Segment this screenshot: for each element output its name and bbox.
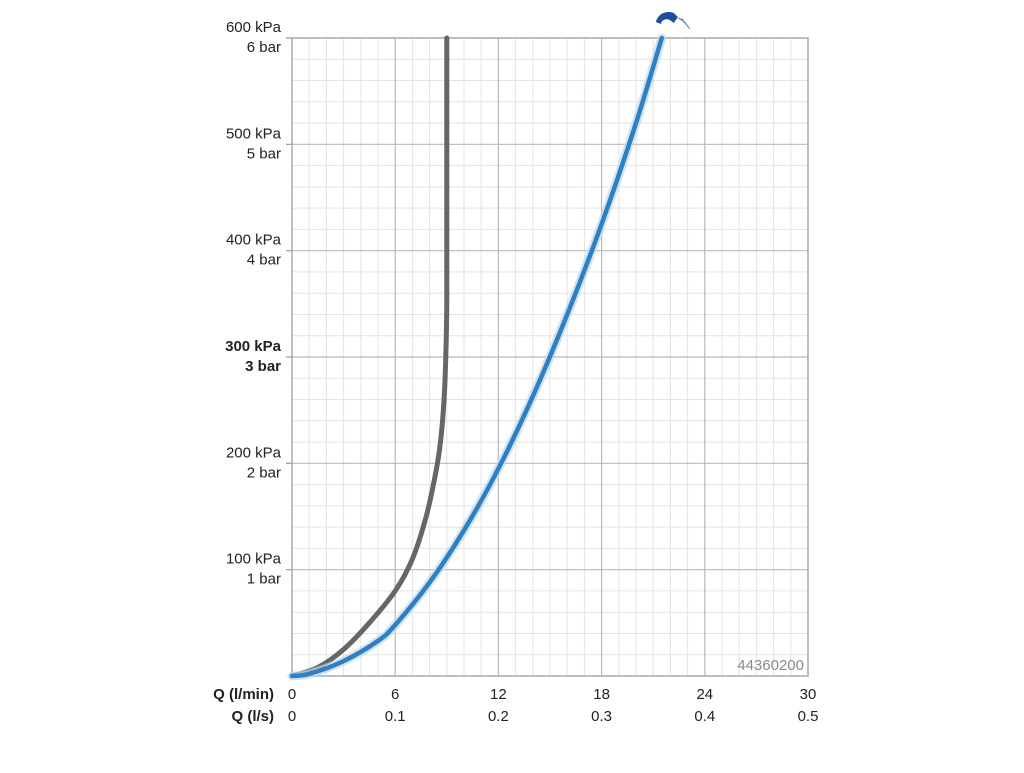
y-tick-label-kpa: 600 kPa [226, 19, 282, 36]
x-tick-label: 0.2 [488, 708, 509, 725]
x-tick-label: 0.3 [591, 708, 612, 725]
x-tick-label: 30 [800, 686, 817, 703]
plot-frame [291, 37, 809, 677]
x-tick-label: 0 [288, 686, 296, 703]
series-line-2 [289, 35, 665, 679]
y-tick-label-kpa: 100 kPa [226, 551, 282, 568]
shower-spray-line [677, 17, 684, 21]
shower-head-icon [655, 12, 691, 30]
y-tick-label-kpa: 400 kPa [226, 232, 282, 249]
x-tick-label: 18 [593, 686, 610, 703]
chart-extras: 44360200 [655, 12, 804, 674]
x-tick-label: 12 [490, 686, 507, 703]
y-tick-label-kpa: 500 kPa [226, 125, 282, 142]
y-tick-label-kpa: 300 kPa [225, 338, 282, 355]
x-axis-label-2: Q (l/s) [231, 708, 274, 725]
series-line-1 [289, 35, 450, 679]
y-tick-label-bar: 4 bar [247, 252, 281, 269]
x-tick-label: 0.5 [798, 708, 819, 725]
x-axis-label-1: Q (l/min) [213, 686, 274, 703]
x-axis-labels: Q (l/min) 0 6 12 18 24 30 Q (l/s) 0 0.1 0.2 0.3 0.4 0… [213, 686, 818, 725]
y-tick-label-bar: 6 bar [247, 39, 281, 56]
y-axis-labels: 100 kPa 1 bar 200 kPa 2 bar 300 kPa 3 bar 400 … [225, 19, 282, 588]
x-tick-label: 0.4 [694, 708, 715, 725]
shower-spray-line [683, 20, 691, 30]
y-tick-label-bar: 3 bar [245, 358, 281, 375]
y-tick-label-bar: 1 bar [247, 571, 281, 588]
reference-code: 44360200 [737, 657, 804, 674]
y-tick-label-kpa: 200 kPa [226, 444, 282, 461]
x-tick-label: 24 [696, 686, 713, 703]
y-tick-label-bar: 2 bar [247, 464, 281, 481]
y-tick-label-bar: 5 bar [247, 145, 281, 162]
shower-head-shape [655, 12, 678, 24]
x-tick-label: 6 [391, 686, 399, 703]
chart-series [287, 33, 667, 681]
x-tick-label: 0.1 [385, 708, 406, 725]
x-tick-label: 0 [288, 708, 296, 725]
